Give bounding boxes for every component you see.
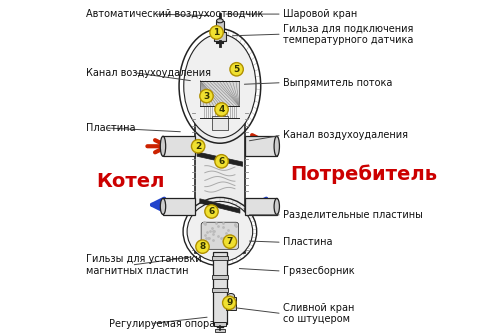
Text: 1: 1 [214, 28, 220, 37]
Bar [163, 136, 195, 156]
Bar [214, 33, 226, 41]
Circle shape [196, 240, 209, 253]
Text: Грязесборник: Грязесборник [284, 266, 355, 276]
Text: Пластина: Пластина [86, 123, 136, 133]
Circle shape [192, 139, 205, 153]
Bar [212, 288, 228, 292]
Circle shape [230, 62, 243, 76]
Bar [214, 322, 226, 326]
Text: Сливной кран
со штуцером: Сливной кран со штуцером [284, 303, 355, 324]
Polygon shape [200, 199, 240, 213]
Circle shape [205, 205, 218, 218]
Text: 9: 9 [226, 298, 232, 307]
Polygon shape [197, 152, 242, 166]
Bar [213, 252, 226, 324]
Circle shape [215, 155, 228, 168]
Bar [216, 21, 224, 33]
Ellipse shape [160, 136, 166, 156]
Ellipse shape [274, 199, 280, 214]
Text: 5: 5 [234, 65, 239, 74]
Text: 2: 2 [195, 142, 202, 151]
Circle shape [215, 103, 228, 116]
Circle shape [200, 89, 213, 103]
Text: Регулируемая опора: Регулируемая опора [110, 319, 216, 329]
Text: Котел: Котел [96, 172, 164, 191]
Text: Шаровой кран: Шаровой кран [284, 9, 358, 19]
FancyBboxPatch shape [212, 116, 228, 129]
Circle shape [222, 296, 236, 309]
Circle shape [223, 235, 236, 248]
Text: 7: 7 [226, 237, 233, 246]
Text: Канал воздухоудаления: Канал воздухоудаления [284, 130, 408, 140]
FancyBboxPatch shape [201, 222, 238, 249]
Text: Выпрямитель потока: Выпрямитель потока [284, 78, 393, 88]
FancyBboxPatch shape [200, 81, 239, 106]
Bar [163, 199, 195, 214]
Text: 8: 8 [200, 242, 205, 251]
Text: 6: 6 [208, 207, 214, 216]
Text: Канал воздухоудаления: Канал воздухоудаления [86, 68, 211, 78]
Ellipse shape [187, 202, 252, 262]
Bar [195, 110, 245, 253]
Ellipse shape [216, 19, 223, 23]
Text: Разделительные пластины: Разделительные пластины [284, 210, 424, 220]
Ellipse shape [160, 199, 166, 214]
Ellipse shape [227, 293, 234, 299]
Text: 6: 6 [218, 157, 224, 166]
Ellipse shape [274, 136, 280, 156]
Circle shape [210, 26, 223, 39]
Bar [212, 256, 228, 260]
Text: Автоматический воздухоотводчик: Автоматический воздухоотводчик [86, 9, 264, 19]
Bar [226, 297, 236, 310]
Text: Гильзы для установки
магнитных пластин: Гильзы для установки магнитных пластин [86, 254, 202, 276]
Text: Гильза для подключения
температурного датчика: Гильза для подключения температурного да… [284, 24, 414, 45]
Text: 3: 3 [204, 91, 210, 100]
Text: Потребитель: Потребитель [290, 165, 438, 184]
Bar [212, 275, 228, 279]
Text: 4: 4 [218, 105, 224, 114]
Bar [245, 136, 277, 156]
Ellipse shape [184, 34, 256, 138]
Text: Пластина: Пластина [284, 237, 333, 247]
Bar [215, 329, 224, 332]
Bar [245, 199, 277, 214]
